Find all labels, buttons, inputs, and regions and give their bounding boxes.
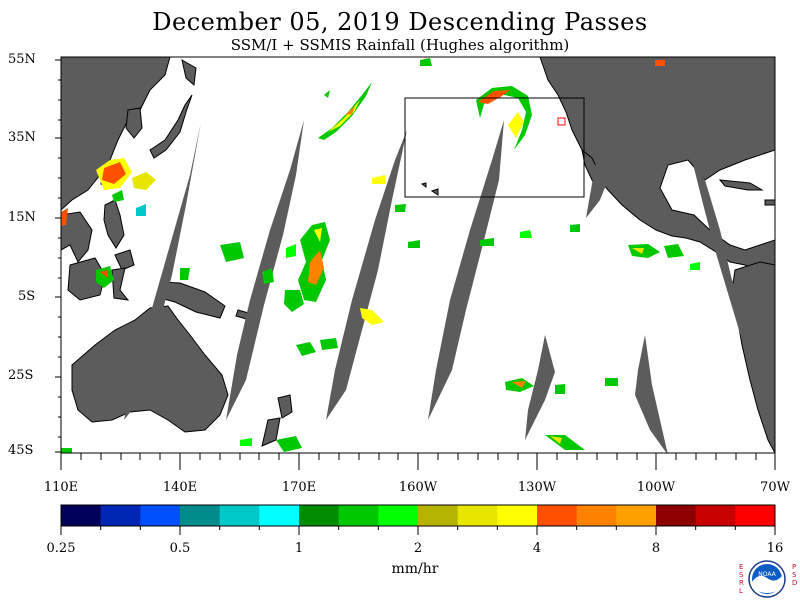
colorbar-swatch bbox=[616, 505, 657, 526]
colorbar-swatch bbox=[576, 505, 617, 526]
land-japan bbox=[149, 94, 193, 159]
noaa-logo-text: NOAA bbox=[758, 571, 776, 578]
swath-gaps bbox=[124, 120, 770, 453]
colorbar-tick-label: 2 bbox=[413, 541, 423, 556]
colorbar-swatch bbox=[656, 505, 697, 526]
swath-gap-7 bbox=[635, 335, 668, 453]
map-subtitle: SSM/I + SSMIS Rainfall (Hughes algorithm… bbox=[230, 36, 570, 54]
lon-label-170e: 170E bbox=[281, 480, 317, 495]
colorbar-swatch bbox=[140, 505, 181, 526]
land-borneo bbox=[67, 257, 106, 301]
map-title: December 05, 2019 Descending Passes bbox=[152, 8, 648, 36]
region-box bbox=[404, 97, 585, 198]
colorbar-swatch bbox=[457, 505, 498, 526]
colorbar-units: mm/hr bbox=[391, 561, 439, 577]
swath-gap-4 bbox=[428, 120, 504, 420]
land-asia bbox=[61, 57, 171, 211]
land-indochina bbox=[61, 211, 93, 263]
colorbar-swatch bbox=[338, 505, 379, 526]
swath-gap-8 bbox=[692, 160, 770, 430]
colorbar-swatch bbox=[378, 505, 419, 526]
colorbar-tick-label: 16 bbox=[766, 541, 784, 556]
swath-gap-5 bbox=[525, 335, 555, 440]
colorbar-swatch bbox=[418, 505, 459, 526]
lon-ticks bbox=[60, 453, 776, 470]
lat-ticks bbox=[55, 59, 61, 453]
land-philippines bbox=[103, 199, 125, 249]
colorbar bbox=[60, 504, 776, 535]
colorbar-swatch bbox=[497, 505, 538, 526]
rainfall-patches bbox=[61, 58, 700, 453]
lat-label-15n: 15N bbox=[8, 210, 36, 225]
colorbar-swatch bbox=[100, 505, 141, 526]
lon-label-140e: 140E bbox=[162, 480, 198, 495]
swath-gap-3 bbox=[326, 130, 407, 420]
lat-label-5s: 5S bbox=[18, 289, 36, 304]
lon-label-130w: 130W bbox=[517, 480, 557, 495]
lon-label-70w: 70W bbox=[760, 480, 790, 495]
swath-gap-6 bbox=[586, 162, 608, 218]
colorbar-swatch bbox=[259, 505, 300, 526]
colorbar-swatch bbox=[695, 505, 736, 526]
lon-label-110e: 110E bbox=[43, 480, 79, 495]
lat-label-45s: 45S bbox=[8, 443, 34, 458]
land-australia bbox=[71, 305, 229, 433]
lon-label-100w: 100W bbox=[636, 480, 676, 495]
lat-label-25s: 25S bbox=[8, 368, 34, 383]
colorbar-swatch bbox=[537, 505, 578, 526]
colorbar-tick-label: 4 bbox=[532, 541, 542, 556]
colorbar-swatch bbox=[61, 505, 102, 526]
lon-label-160w: 160W bbox=[398, 480, 438, 495]
colorbar-swatch bbox=[735, 505, 776, 526]
colorbar-tick-label: 1 bbox=[294, 541, 304, 556]
noaa-logo: NOAA bbox=[737, 558, 797, 600]
colorbar-swatch bbox=[219, 505, 260, 526]
swath-gap-2 bbox=[226, 120, 304, 420]
swath-gap-1 bbox=[124, 122, 201, 420]
colorbar-tick-label: 8 bbox=[651, 541, 661, 556]
station-marker bbox=[557, 117, 566, 126]
land-korea bbox=[125, 107, 143, 139]
colorbar-tick-label: 0.25 bbox=[46, 541, 76, 556]
lat-label-35n: 35N bbox=[8, 130, 36, 145]
colorbar-swatch bbox=[180, 505, 221, 526]
colorbar-tick-label: 0.5 bbox=[169, 541, 191, 556]
lat-label-55n: 55N bbox=[8, 52, 36, 67]
colorbar-swatch bbox=[299, 505, 340, 526]
